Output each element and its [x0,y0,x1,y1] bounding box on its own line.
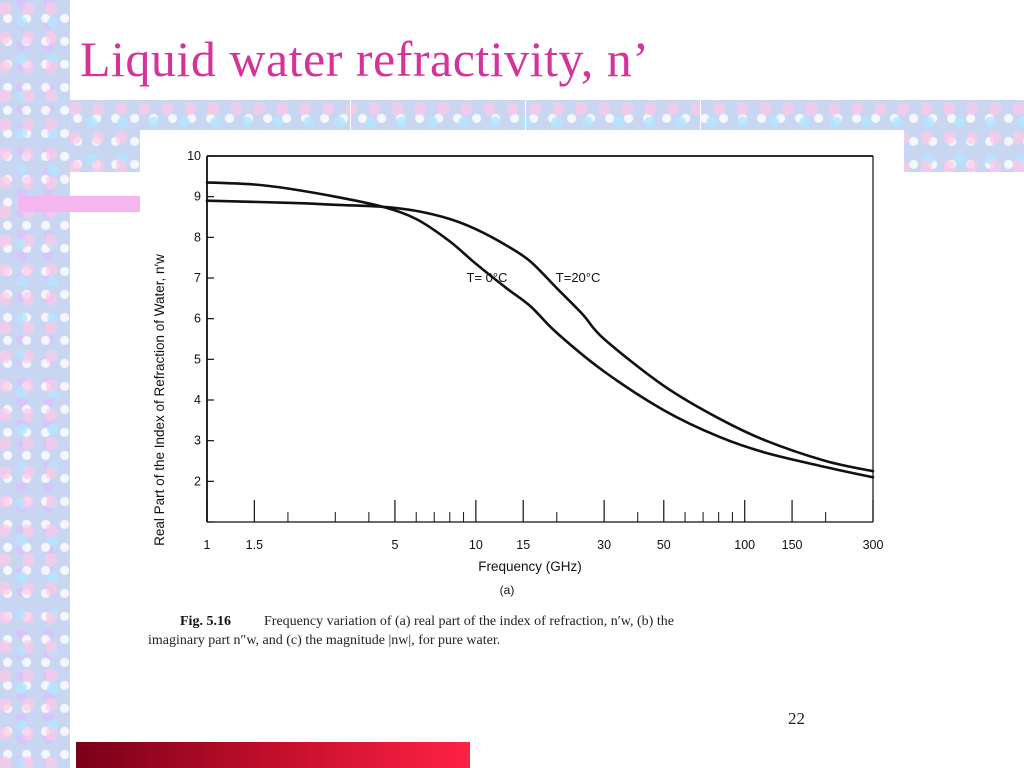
y-tick-label: 4 [194,393,201,407]
decorative-pink-bar [18,196,143,212]
x-tick-label: 1.5 [246,538,263,552]
accent-bar [76,742,470,768]
series-annotation-t20c: T=20°C [556,270,601,285]
x-axis-label: Frequency (GHz) [478,559,582,574]
x-tick-label: 50 [657,538,671,552]
y-tick-label: 10 [187,149,201,163]
slide-title: Liquid water refractivity, n’ [80,31,650,87]
band-divider [700,100,701,130]
panel-label: (a) [500,583,515,597]
series-annotation-t0c: T= 0°C [467,270,508,285]
y-tick-label: 2 [194,474,201,488]
caption-line-2: imaginary part n″w, and (c) the magnitud… [148,633,500,648]
page-number: 22 [788,709,805,728]
series-line-t20c [205,199,875,473]
y-axis-label: Real Part of the Index of Refraction of … [152,254,167,546]
y-tick-label: 5 [194,352,201,366]
figure-panel: 2 3 4 5 6 7 8 9 10 1 1.5 5 10 15 30 50 100 150 300 T= 0°C T… [140,130,904,660]
caption-label: Fig. 5.16 [180,614,231,629]
x-tick-label: 15 [516,538,530,552]
band-divider [350,100,351,130]
x-tick-label: 10 [469,538,483,552]
x-tick-label: 150 [782,538,803,552]
y-tick-label: 7 [194,271,201,285]
caption-line-1: Frequency variation of (a) real part of … [264,614,674,629]
y-tick-label: 3 [194,434,201,448]
series-line-t0c [205,181,875,479]
y-tick-label: 9 [194,190,201,204]
x-tick-label: 300 [863,538,884,552]
band-divider [525,100,526,130]
x-tick-label: 100 [734,538,755,552]
x-tick-label: 30 [597,538,611,552]
refractivity-chart: 2 3 4 5 6 7 8 9 10 1 1.5 5 10 15 30 50 100 150 300 T= 0°C T… [148,149,884,648]
x-tick-label: 5 [391,538,398,552]
decorative-texture-strip [0,0,70,768]
x-tick-label: 1 [204,538,211,552]
y-tick-label: 8 [194,230,201,244]
y-tick-label: 6 [194,312,201,326]
